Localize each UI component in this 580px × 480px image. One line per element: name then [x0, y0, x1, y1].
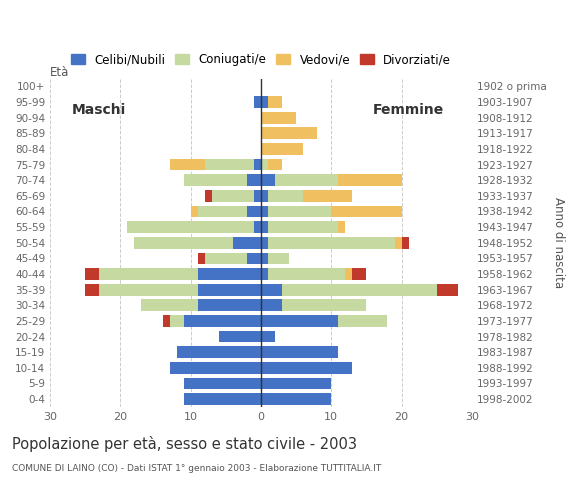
Bar	[247, 205, 261, 217]
Bar	[352, 268, 367, 280]
Bar	[261, 112, 296, 123]
Bar	[128, 221, 254, 233]
Bar	[198, 300, 261, 311]
Bar	[268, 205, 331, 217]
Bar	[261, 237, 268, 249]
Bar	[198, 252, 205, 264]
Bar	[261, 331, 275, 342]
Bar	[162, 315, 169, 327]
Bar	[268, 96, 282, 108]
Legend: Celibi/Nubili, Coniugati/e, Vedovi/e, Divorziati/e: Celibi/Nubili, Coniugati/e, Vedovi/e, Di…	[66, 48, 456, 71]
Bar	[247, 174, 261, 186]
Bar	[254, 96, 261, 108]
Bar	[254, 221, 261, 233]
Bar	[275, 174, 338, 186]
Bar	[198, 205, 247, 217]
Bar	[198, 284, 261, 296]
Bar	[205, 159, 254, 170]
Bar	[268, 268, 345, 280]
Bar	[261, 300, 282, 311]
Bar	[261, 252, 268, 264]
Text: Maschi: Maschi	[72, 103, 126, 117]
Bar	[261, 127, 317, 139]
Bar	[394, 237, 401, 249]
Bar	[191, 205, 198, 217]
Bar	[85, 284, 99, 296]
Bar	[219, 331, 261, 342]
Bar	[261, 174, 275, 186]
Bar	[212, 190, 254, 202]
Bar	[261, 362, 352, 374]
Text: COMUNE DI LAINO (CO) - Dati ISTAT 1° gennaio 2003 - Elaborazione TUTTITALIA.IT: COMUNE DI LAINO (CO) - Dati ISTAT 1° gen…	[12, 464, 381, 473]
Bar	[99, 284, 198, 296]
Bar	[268, 237, 394, 249]
Bar	[233, 237, 261, 249]
Bar	[205, 190, 212, 202]
Bar	[169, 159, 205, 170]
Text: Età: Età	[50, 66, 70, 79]
Bar	[261, 96, 268, 108]
Bar	[261, 159, 268, 170]
Bar	[169, 362, 261, 374]
Bar	[261, 347, 338, 358]
Bar	[268, 190, 303, 202]
Bar	[261, 190, 268, 202]
Text: Femmine: Femmine	[373, 103, 444, 117]
Bar	[268, 252, 289, 264]
Bar	[261, 143, 303, 155]
Bar	[261, 221, 268, 233]
Bar	[401, 237, 408, 249]
Bar	[169, 315, 184, 327]
Bar	[198, 268, 261, 280]
Bar	[268, 221, 338, 233]
Bar	[135, 237, 233, 249]
Bar	[177, 347, 261, 358]
Bar	[99, 268, 198, 280]
Bar	[85, 268, 99, 280]
Bar	[261, 268, 268, 280]
Bar	[268, 159, 282, 170]
Bar	[331, 205, 401, 217]
Bar	[261, 378, 331, 389]
Bar	[338, 174, 401, 186]
Bar	[184, 315, 261, 327]
Bar	[205, 252, 247, 264]
Bar	[254, 190, 261, 202]
Bar	[437, 284, 458, 296]
Bar	[261, 284, 282, 296]
Bar	[261, 393, 331, 405]
Bar	[184, 393, 261, 405]
Bar	[282, 284, 437, 296]
Text: Popolazione per età, sesso e stato civile - 2003: Popolazione per età, sesso e stato civil…	[12, 436, 357, 452]
Bar	[345, 268, 352, 280]
Bar	[261, 205, 268, 217]
Bar	[254, 159, 261, 170]
Bar	[282, 300, 367, 311]
Bar	[303, 190, 352, 202]
Bar	[338, 221, 345, 233]
Bar	[261, 315, 338, 327]
Bar	[184, 174, 247, 186]
Y-axis label: Anno di nascita: Anno di nascita	[552, 197, 565, 288]
Bar	[142, 300, 198, 311]
Bar	[338, 315, 387, 327]
Bar	[247, 252, 261, 264]
Bar	[184, 378, 261, 389]
